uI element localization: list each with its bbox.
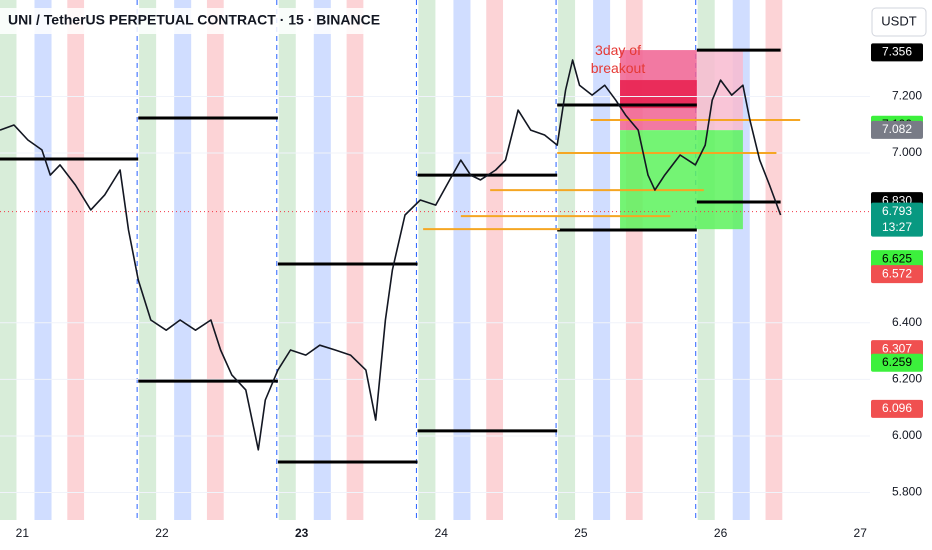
y-tick-label: 5.800 [892,485,922,499]
price-label: 6.625 [882,251,912,265]
price-series [0,59,782,451]
zone [620,130,743,230]
price-label-box [871,120,923,139]
price-line [0,59,782,451]
session-band [346,0,364,520]
x-tick-label: 27 [854,526,868,540]
price-label-box [871,353,923,372]
annotation: 3day of breakout [591,42,646,76]
x-tick-label: 24 [435,526,449,540]
currency-label: USDT [881,13,916,28]
price-label: 7.356 [882,45,912,59]
y-tick-label: 7.000 [892,145,922,159]
price-label: 6.307 [882,341,912,355]
session-band [765,0,783,520]
time-axis [0,520,932,550]
price-label: 6.259 [882,355,912,369]
countdown: 13:27 [882,220,912,234]
session-band [418,0,436,520]
session-band [313,0,331,520]
x-tick-label: 25 [574,526,588,540]
price-label-box [871,250,923,269]
levels [0,48,870,464]
session-band [206,0,224,520]
axes: 5.800 6.000 6.200 6.400 7.000 7.200 21 22 23 24 25… [16,43,923,540]
x-tick-label: 22 [155,526,169,540]
session-band [558,0,576,520]
x-tick-label: 21 [16,526,30,540]
y-tick-label: 6.400 [892,315,922,329]
grid [0,95,870,494]
session-band [453,0,471,520]
x-tick-label: 23 [295,526,309,540]
title-backdrop [0,8,364,34]
currency-button[interactable] [871,7,927,37]
y-tick-label: 6.200 [892,372,922,386]
price-label: 6.096 [882,401,912,415]
annotation-line: breakout [591,60,646,76]
chart-title: UNI / TetherUS PERPETUAL CONTRACT · 15 ·… [8,12,380,28]
session-band [174,0,192,520]
price-label: 6.793 [882,204,912,218]
session-band [486,0,504,520]
session-band [0,0,17,520]
position-zones [620,50,743,230]
session-bands [0,0,783,520]
price-label: 7.082 [882,122,912,136]
price-label: 6.572 [882,266,912,280]
price-label-box [871,202,923,237]
session-band [67,0,85,520]
zone [620,80,697,109]
annotations: 3day of breakout [591,42,646,76]
y-tick-label: 6.000 [892,428,922,442]
session-band [34,0,52,520]
session-band [278,0,296,520]
session-band [593,0,611,520]
y-tick-label: 7.200 [892,89,922,103]
session-band [139,0,157,520]
price-label-box [871,340,923,359]
price-label-box [871,43,923,62]
zone [696,50,743,131]
price-label-box [871,399,923,418]
price-label-box [871,265,923,284]
x-tick-label: 26 [714,526,728,540]
annotation-line: 3day of [595,42,641,58]
